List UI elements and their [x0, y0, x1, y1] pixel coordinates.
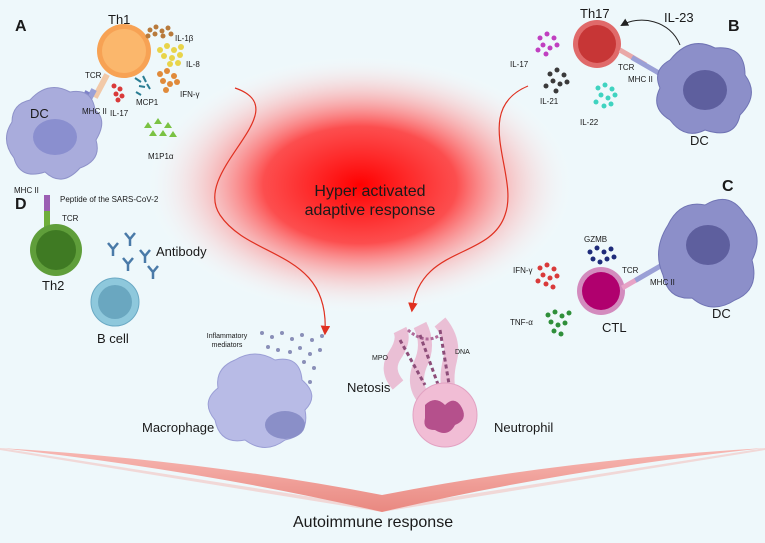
tcr-label-b: TCR [618, 63, 635, 72]
panel-label-d: D [15, 196, 27, 213]
cytokine-il22 [593, 82, 618, 109]
autoimmune-response-label: Autoimmune response [293, 514, 454, 531]
netosis-label: Netosis [347, 380, 391, 395]
mip1a-label: M1P1α [148, 152, 174, 161]
ctl-label: CTL [602, 320, 627, 335]
antibodies [107, 232, 159, 279]
ctl-cell [577, 267, 625, 315]
il23-label: IL-23 [664, 10, 694, 25]
th1-cell [97, 24, 151, 78]
dc-label-a: DC [30, 106, 49, 121]
th2-cell [30, 224, 82, 276]
panel-label-a: A [15, 18, 27, 35]
cytokine-il17-b [535, 31, 560, 57]
mcp1-label: MCP1 [136, 98, 159, 107]
panel-label-c: C [722, 178, 734, 195]
arrow-to-neutrophil [408, 85, 529, 313]
il8-label: IL-8 [186, 60, 200, 69]
cytokine-tnfa [545, 309, 572, 337]
cytokine-il21 [543, 67, 570, 94]
il1b-label: IL-1β [175, 34, 194, 43]
cytokine-il17-a [111, 83, 125, 103]
tcr-mhc-d [44, 195, 50, 229]
peptide-label: Peptide of the SARS-CoV-2 [60, 195, 159, 204]
th1-label: Th1 [108, 12, 131, 27]
arrow-to-macrophage [214, 87, 331, 336]
b-cell-label: B cell [97, 331, 129, 346]
inflammatory-mediators-label: Inflammatory mediators [206, 333, 248, 349]
mhc-label-b: MHC II [628, 75, 653, 84]
cytokine-mcp1 [134, 75, 151, 96]
b-cell [90, 277, 140, 327]
center-line-2: adaptive response [304, 202, 436, 219]
tnfa-label: TNF-α [510, 318, 533, 327]
il17-label-a: IL-17 [110, 109, 129, 118]
mhc-label-a: MHC II [82, 107, 107, 116]
hyper-activated-label: Hyper activated adaptive response [270, 182, 470, 220]
neutrophil-cell [412, 382, 478, 448]
autoimmune-fan [0, 448, 765, 512]
il22-label: IL-22 [580, 118, 599, 127]
antibody-label: Antibody [156, 244, 207, 259]
cytokine-il8 [157, 43, 184, 67]
cytokine-mip1a [144, 118, 177, 137]
tcr-mhc-b [618, 47, 661, 76]
il23-arrow [620, 18, 681, 46]
cytokine-gzmb [587, 245, 617, 265]
cytokine-il1b [145, 24, 174, 39]
tcr-label-c: TCR [622, 266, 639, 275]
ifng-label-c: IFN-γ [513, 266, 533, 275]
tcr-label-d: TCR [62, 214, 79, 223]
panel-label-b: B [728, 18, 740, 35]
tcr-label-a: TCR [85, 71, 102, 80]
th2-label: Th2 [42, 278, 65, 293]
cytokine-ifng-a [157, 68, 180, 93]
mpo-label: MPO [372, 355, 388, 362]
gzmb-label: GZMB [584, 235, 608, 244]
mhc-label-c: MHC II [650, 278, 675, 287]
mhc-label-d: MHC II [14, 186, 39, 195]
macrophage-label: Macrophage [142, 420, 215, 435]
cytokine-ifng-c [535, 262, 560, 290]
dc-label-c: DC [712, 306, 731, 321]
dc-label-b: DC [690, 133, 709, 148]
tcr-mhc-c [621, 262, 665, 291]
center-line-1: Hyper activated [314, 183, 426, 200]
th17-label: Th17 [580, 6, 610, 21]
th17-cell [573, 20, 621, 68]
dna-label: DNA [455, 349, 470, 356]
ifng-label-a: IFN-γ [180, 90, 200, 99]
il21-label: IL-21 [540, 97, 559, 106]
neutrophil-label: Neutrophil [494, 420, 554, 435]
il17-label-b: IL-17 [510, 60, 529, 69]
